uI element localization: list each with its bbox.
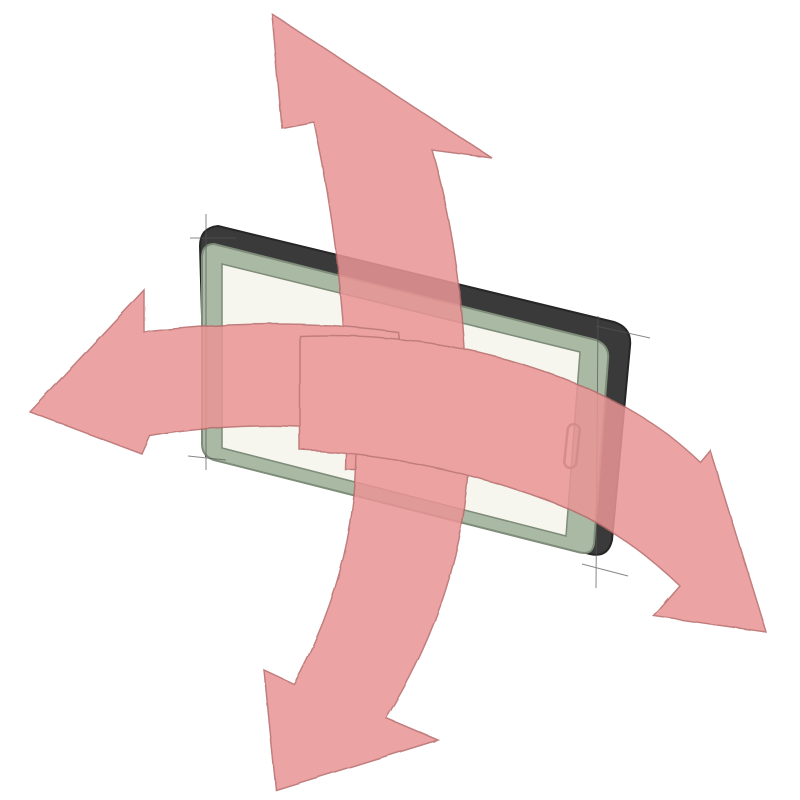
arrow-right-icon (299, 334, 768, 633)
arrow-down-icon (263, 423, 471, 791)
